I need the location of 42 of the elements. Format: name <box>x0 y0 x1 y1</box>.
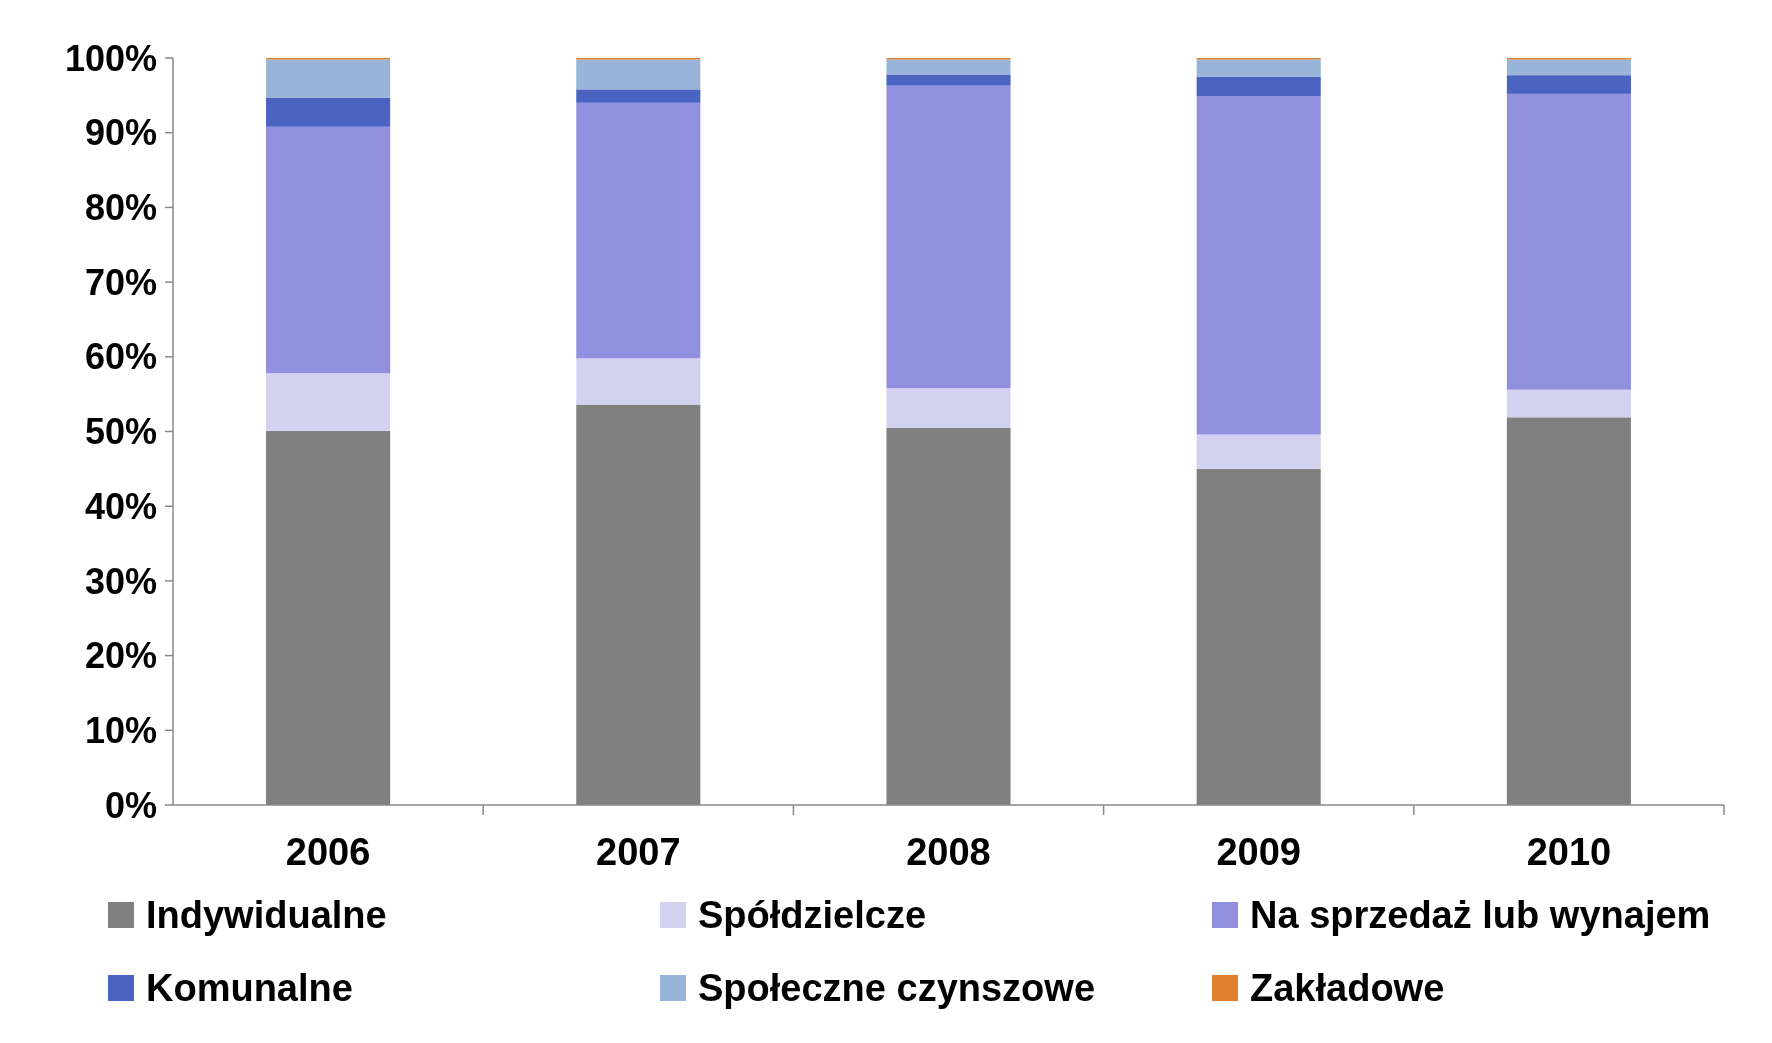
bar <box>266 126 391 374</box>
y-tick-label: 100% <box>64 37 157 79</box>
bar <box>1506 75 1631 94</box>
bar <box>1196 434 1321 469</box>
bar <box>576 89 701 103</box>
bar <box>576 358 701 405</box>
legend-label: Indywidualne <box>146 894 387 937</box>
y-tick-label: 50% <box>84 411 157 453</box>
bar <box>266 373 391 431</box>
x-tick-label: 2010 <box>1526 831 1612 873</box>
y-tick-label: 60% <box>84 336 157 378</box>
bar <box>1506 59 1631 76</box>
bar <box>576 59 701 90</box>
y-tick-label: 20% <box>84 635 157 677</box>
bar <box>1196 59 1321 77</box>
legend-label: Komunalne <box>146 967 353 1010</box>
y-tick-label: 10% <box>84 709 157 751</box>
bar <box>1506 93 1631 390</box>
x-tick-label: 2006 <box>285 831 371 873</box>
legend-label: Społeczne czynszowe <box>698 967 1096 1010</box>
legend-label: Spółdzielcze <box>698 894 927 937</box>
bar <box>1196 76 1321 97</box>
y-tick-label: 90% <box>84 112 157 154</box>
bar <box>886 85 1011 389</box>
y-tick-label: 30% <box>84 560 157 602</box>
bar <box>886 59 1011 75</box>
x-tick-label: 2008 <box>906 831 991 873</box>
x-tick-label: 2009 <box>1216 831 1301 873</box>
bar <box>266 97 391 127</box>
x-tick-label: 2007 <box>596 831 681 873</box>
y-tick-label: 0% <box>104 784 157 826</box>
y-tick-label: 80% <box>84 187 157 228</box>
bar <box>886 388 1011 428</box>
legend-label: Zakładowe <box>1250 967 1445 1010</box>
bar <box>1196 96 1321 435</box>
y-tick-label: 40% <box>84 485 157 527</box>
legend-label: Na sprzedaż lub wynajem <box>1250 894 1711 937</box>
y-tick-label: 70% <box>84 261 157 303</box>
bar <box>886 74 1011 86</box>
bar <box>266 59 391 98</box>
bar <box>576 102 701 359</box>
bar <box>1506 389 1631 418</box>
